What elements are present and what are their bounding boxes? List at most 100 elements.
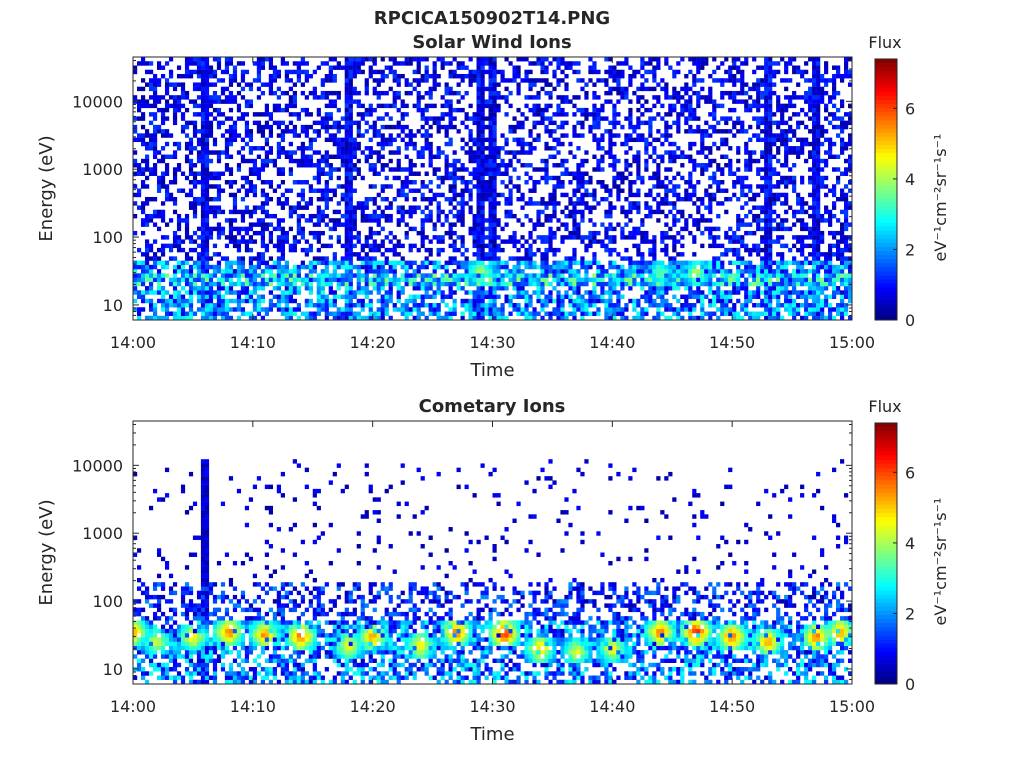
heatmap-cell <box>580 294 585 299</box>
heatmap-cell <box>692 222 697 227</box>
heatmap-cell <box>248 82 254 87</box>
heatmap-cell <box>292 281 297 287</box>
heatmap-cell <box>236 256 242 261</box>
heatmap-cell <box>356 298 361 304</box>
heatmap-cell <box>580 158 585 164</box>
heatmap-cell <box>264 209 270 215</box>
heatmap-cell <box>320 286 325 291</box>
heatmap-cell <box>224 235 230 240</box>
heatmap-cell <box>704 167 709 172</box>
heatmap-cell <box>228 82 234 87</box>
heatmap-cell <box>404 90 409 96</box>
heatmap-cell <box>676 69 681 75</box>
heatmap-cell <box>404 235 409 240</box>
heatmap-cell <box>424 133 429 138</box>
heatmap-cell <box>232 298 238 304</box>
heatmap-cell <box>144 264 150 270</box>
heatmap-cell <box>260 235 266 240</box>
heatmap-cell <box>572 311 577 316</box>
heatmap-cell <box>420 154 425 159</box>
heatmap-cell <box>320 120 325 126</box>
heatmap-cell <box>600 158 605 164</box>
heatmap-cell <box>560 235 565 240</box>
heatmap-cell <box>500 69 505 75</box>
heatmap-cell <box>304 124 309 130</box>
heatmap-cell <box>548 218 553 223</box>
heatmap-cell <box>576 167 581 172</box>
heatmap-cell <box>216 226 222 232</box>
heatmap-cell <box>696 69 701 75</box>
heatmap-cell <box>572 154 577 159</box>
heatmap-cell <box>196 95 202 100</box>
heatmap-cell <box>200 273 206 278</box>
heatmap-cell <box>696 290 701 295</box>
heatmap-cell <box>328 286 333 291</box>
heatmap-cell <box>460 201 465 206</box>
heatmap-cell <box>308 260 313 266</box>
heatmap-cell <box>180 112 186 117</box>
heatmap-cell <box>264 260 270 266</box>
heatmap-cell <box>400 290 405 295</box>
heatmap-cell <box>688 116 693 121</box>
heatmap-cell <box>432 222 437 227</box>
heatmap-cell <box>228 73 234 79</box>
heatmap-cell <box>236 277 242 283</box>
heatmap-cell <box>312 311 317 316</box>
heatmap-cell <box>424 107 429 113</box>
heatmap-cell <box>432 73 437 79</box>
heatmap-cell <box>680 213 685 219</box>
heatmap-cell <box>684 264 689 270</box>
heatmap-cell <box>592 205 597 210</box>
heatmap-cell <box>140 158 146 164</box>
heatmap-cell <box>292 180 297 185</box>
heatmap-cell <box>348 243 353 249</box>
heatmap-cell <box>452 213 457 219</box>
heatmap-cell <box>152 82 158 87</box>
heatmap-cell <box>172 303 178 308</box>
heatmap-cell <box>608 90 613 96</box>
heatmap-cell <box>348 107 353 113</box>
heatmap-cell <box>152 129 158 134</box>
heatmap-cell <box>720 78 725 83</box>
heatmap-cell <box>724 307 729 312</box>
heatmap-cell <box>476 61 481 66</box>
heatmap-cell <box>324 103 329 109</box>
heatmap-cell <box>620 205 625 210</box>
heatmap-cell <box>228 277 234 283</box>
heatmap-cell <box>300 69 305 75</box>
heatmap-cell <box>528 61 533 66</box>
heatmap-cell <box>260 129 266 134</box>
heatmap-cell <box>700 307 705 312</box>
heatmap-cell <box>488 167 493 172</box>
heatmap-cell <box>348 124 353 130</box>
heatmap-cell <box>164 61 170 66</box>
heatmap-cell <box>460 218 465 223</box>
heatmap-cell <box>148 78 154 83</box>
heatmap-cell <box>616 61 621 66</box>
heatmap-cell <box>332 209 337 215</box>
heatmap-cell <box>276 146 281 151</box>
heatmap-cell <box>212 95 218 100</box>
heatmap-cell <box>484 146 489 151</box>
heatmap-cell <box>276 154 281 159</box>
heatmap-cell <box>664 298 669 304</box>
heatmap-cell <box>192 230 198 236</box>
heatmap-cell <box>696 65 701 70</box>
heatmap-cell <box>133 171 138 176</box>
heatmap-cell <box>204 201 210 206</box>
heatmap-cell <box>488 95 493 100</box>
heatmap-cell <box>696 226 701 232</box>
heatmap-cell <box>372 120 377 126</box>
heatmap-cell <box>720 311 725 316</box>
heatmap-cell <box>404 196 409 202</box>
heatmap-cell <box>724 235 729 240</box>
heatmap-cell <box>700 57 705 62</box>
heatmap-cell <box>548 226 553 232</box>
heatmap-cell <box>352 213 357 219</box>
heatmap-cell <box>516 188 521 193</box>
heatmap-cell <box>676 252 681 257</box>
heatmap-cell <box>524 252 529 257</box>
heatmap-cell <box>432 311 437 316</box>
heatmap-cell <box>608 252 613 257</box>
heatmap-cell <box>684 260 689 266</box>
